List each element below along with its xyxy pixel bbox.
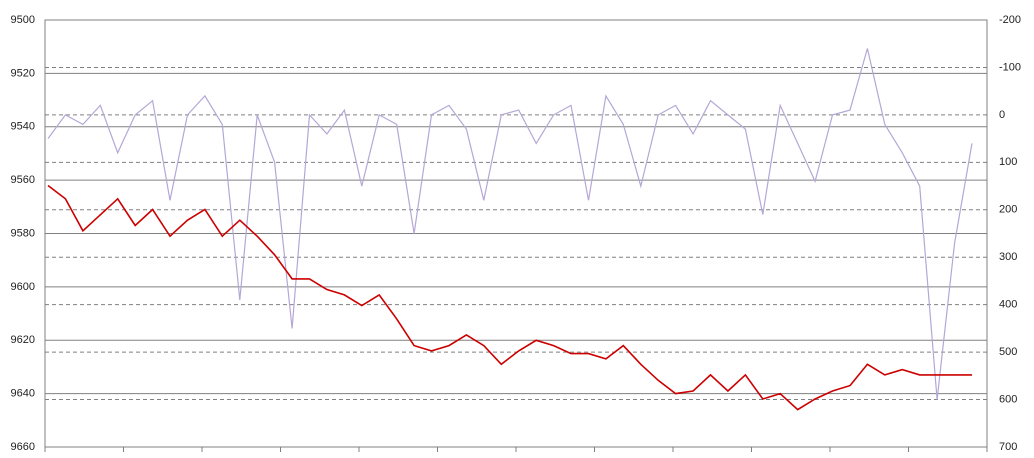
y-tick-label: 9500 xyxy=(11,14,35,26)
y-tick-label: 9560 xyxy=(11,174,35,186)
y2-tick-label: 700 xyxy=(999,441,1017,453)
y-tick-label: 9520 xyxy=(11,67,35,79)
series-line xyxy=(47,184,972,411)
y-tick-label: 9540 xyxy=(11,121,35,133)
y-tick-label: 9600 xyxy=(11,281,35,293)
y2-tick-label: 400 xyxy=(999,299,1017,311)
y2-tick-label: 200 xyxy=(999,204,1017,216)
y2-tick-label: -200 xyxy=(999,14,1021,26)
series-line xyxy=(47,48,973,400)
y-tick-label: 9660 xyxy=(11,441,35,453)
y2-tick-label: 0 xyxy=(999,109,1005,121)
y2-tick-label: 500 xyxy=(999,346,1017,358)
y-tick-label: 9640 xyxy=(11,388,35,400)
y-tick-label: 9620 xyxy=(11,334,35,346)
y2-tick-label: -100 xyxy=(999,61,1021,73)
y2-tick-label: 600 xyxy=(999,393,1017,405)
y2-tick-label: 300 xyxy=(999,251,1017,263)
y2-tick-label: 100 xyxy=(999,156,1017,168)
y-tick-label: 9580 xyxy=(11,227,35,239)
